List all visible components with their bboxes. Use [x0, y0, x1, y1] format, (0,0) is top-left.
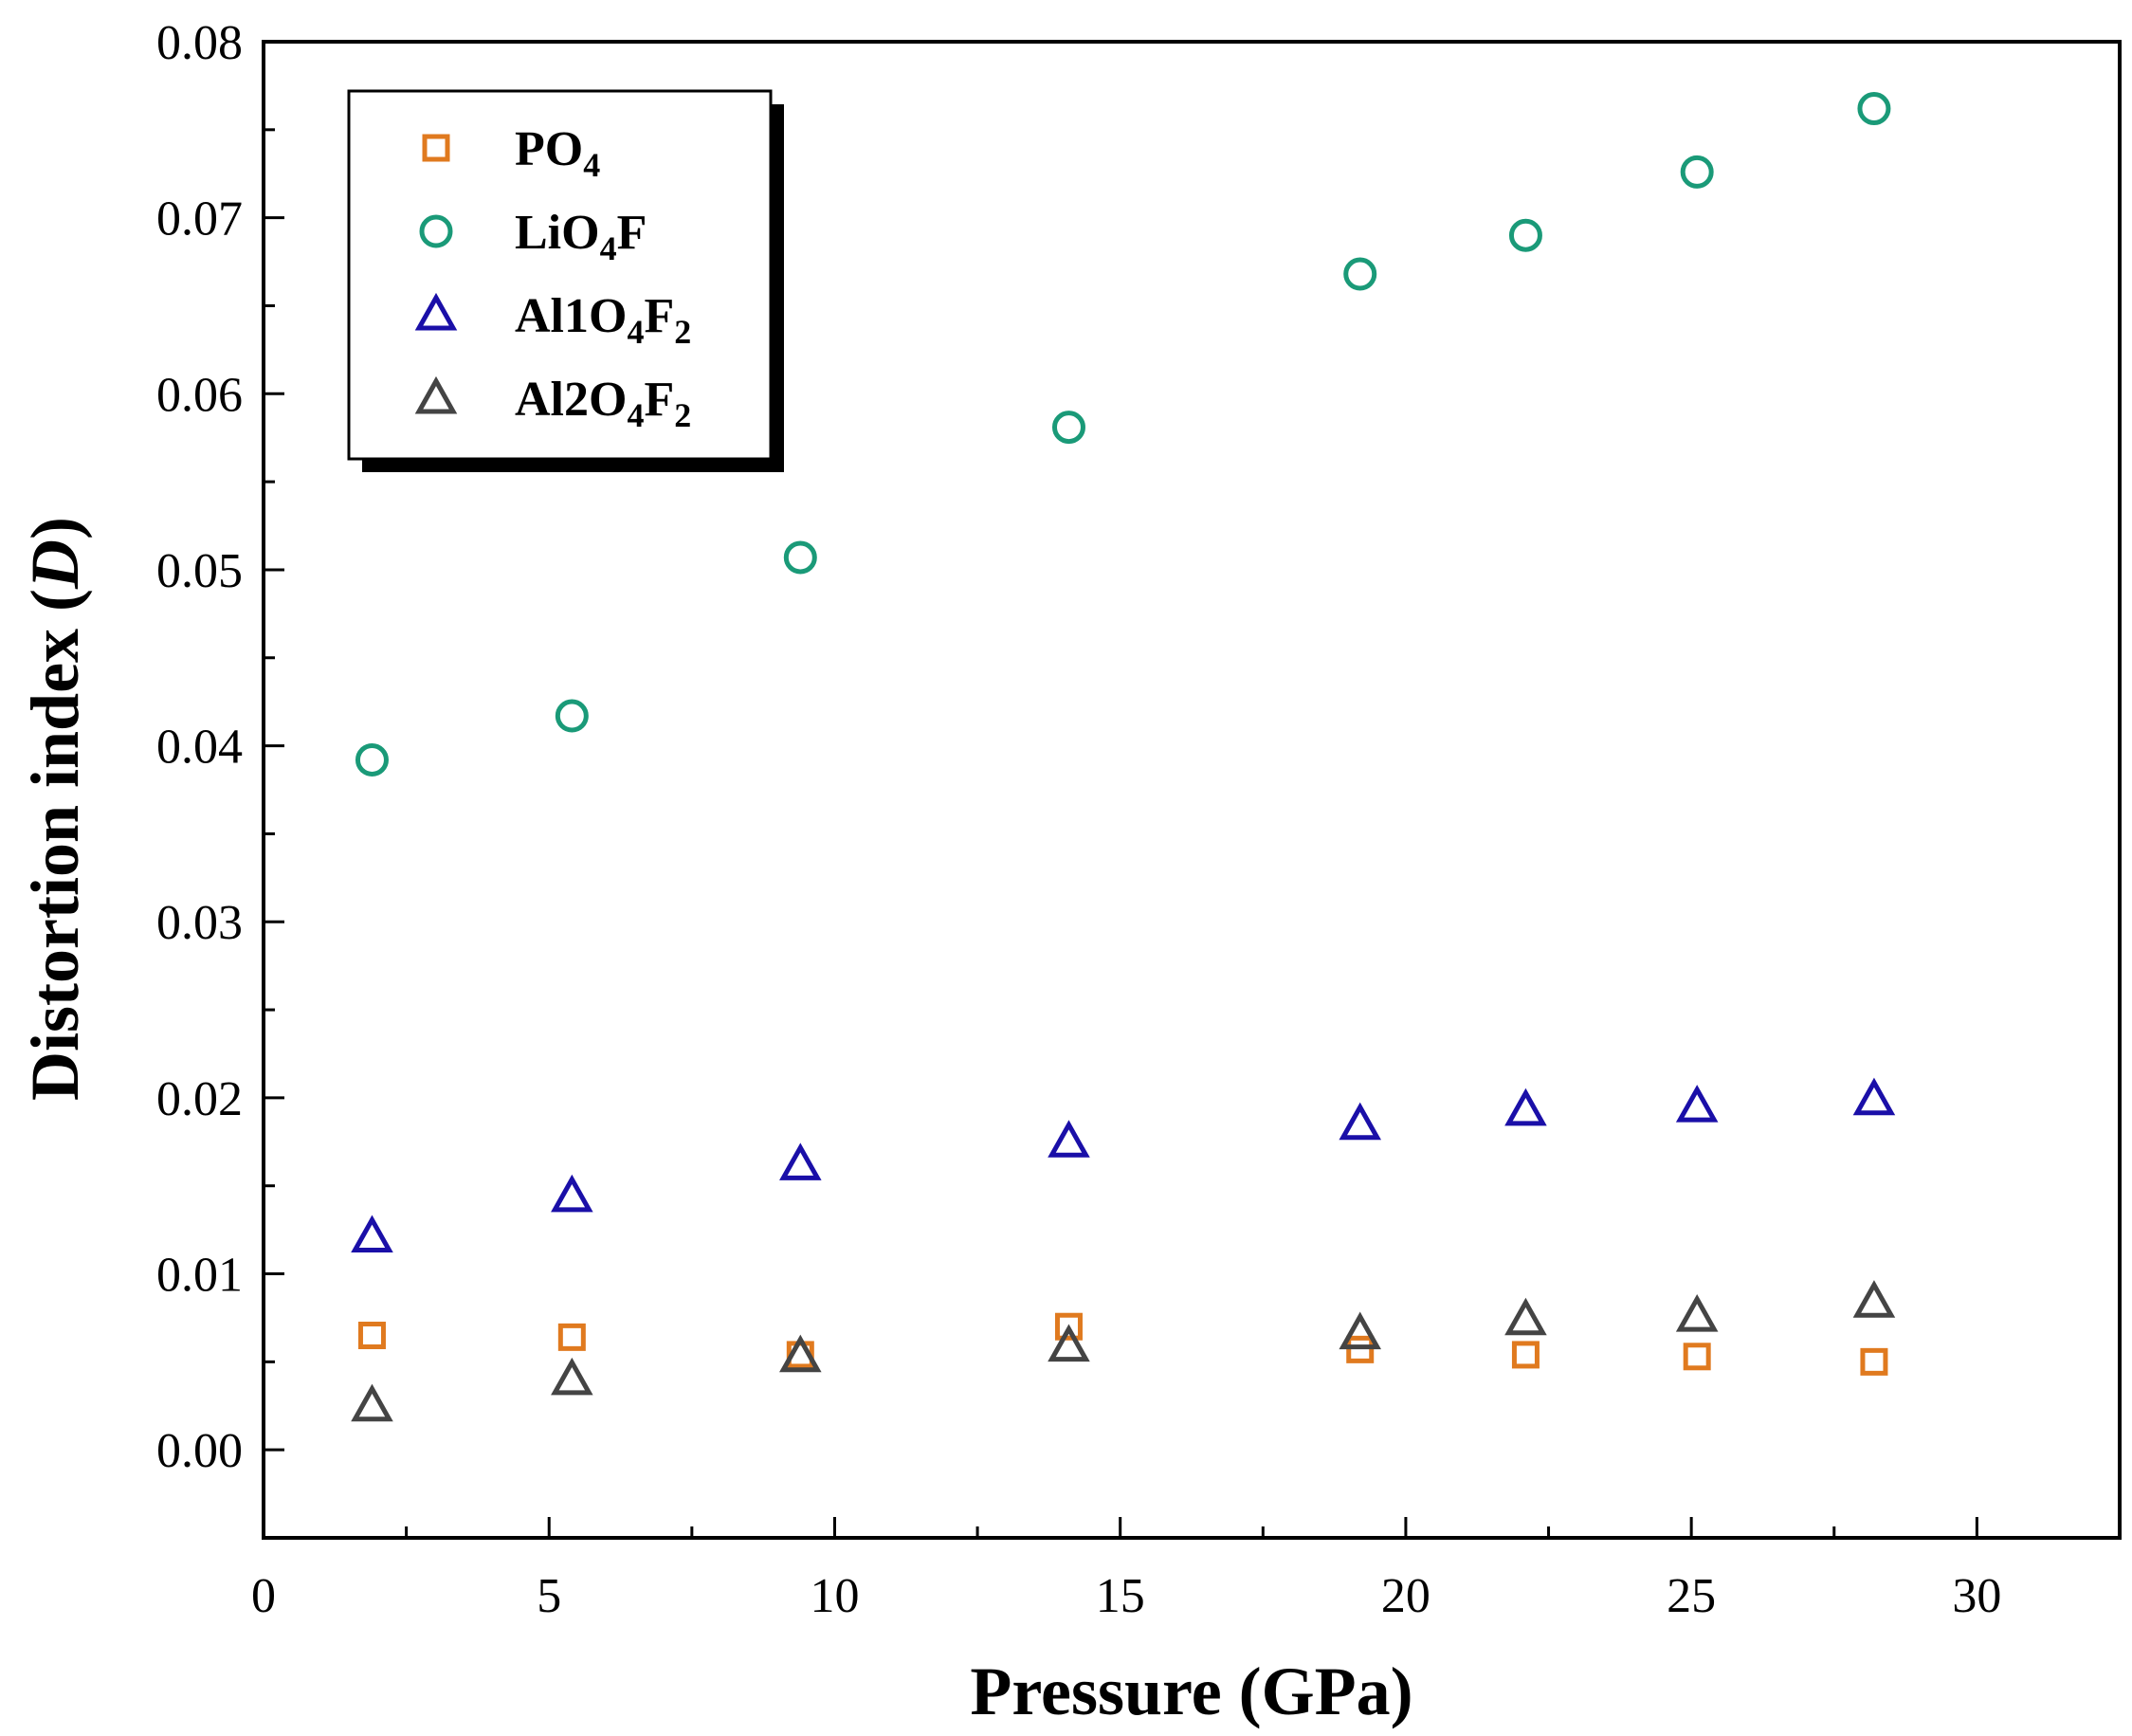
y-tick-label: 0.00 [156, 1424, 243, 1478]
x-tick-label: 30 [1952, 1569, 2001, 1623]
legend-marker-PO4 [422, 134, 450, 162]
legend-entry-LiO4F: LiO4F [419, 206, 647, 267]
point-PO4 [1511, 1341, 1540, 1369]
plot-frame [262, 40, 2122, 1540]
point-Al1O4F2 [1852, 1077, 1896, 1116]
point-Al1O4F2 [779, 1142, 822, 1180]
legend-box [347, 89, 773, 461]
y-tick-label: 0.05 [156, 544, 243, 598]
point-Al1O4F2 [351, 1215, 393, 1253]
y-axis-title-close: ) [17, 517, 93, 539]
legend-label-Al1O4F2: Al1O4F2 [515, 289, 691, 351]
legend-marker-Al1O4F2 [414, 292, 458, 331]
point-PO4 [357, 1322, 386, 1350]
point-Al2O4F2 [1048, 1324, 1090, 1362]
point-Al2O4F2 [351, 1383, 393, 1422]
y-axis-title-main: Distortion index ( [17, 589, 93, 1101]
legend-label-Al2O4F2: Al2O4F2 [515, 373, 691, 434]
point-PO4 [557, 1323, 586, 1351]
series-PO4 [357, 1312, 1888, 1376]
point-LiO4F [1857, 92, 1891, 126]
y-tick-label: 0.03 [156, 896, 243, 950]
y-tick-label: 0.06 [156, 368, 243, 422]
x-tick-label: 25 [1667, 1569, 1716, 1623]
x-tick-label: 20 [1381, 1569, 1430, 1623]
y-tick-label: 0.04 [156, 721, 243, 775]
x-tick-label: 15 [1096, 1569, 1145, 1623]
axes: 0 5 10 15 20 25 30 0.00 0.01 0.02 0.03 0.04 0.05 0.06… [156, 16, 2122, 1623]
point-LiO4F [1508, 218, 1542, 252]
point-PO4 [1346, 1335, 1375, 1363]
point-Al1O4F2 [1339, 1102, 1382, 1141]
legend-label-PO4: PO4 [515, 122, 600, 184]
y-tick-label: 0.02 [156, 1072, 243, 1126]
legend-label-LiO4F: LiO4F [515, 206, 647, 267]
legend-marker-LiO4F [419, 214, 453, 248]
point-Al1O4F2 [1675, 1085, 1719, 1123]
point-Al2O4F2 [1339, 1311, 1382, 1350]
point-PO4 [1683, 1343, 1711, 1371]
point-PO4 [1860, 1347, 1888, 1376]
data-marks [351, 92, 1896, 1422]
series-Al1O4F2 [351, 1077, 1896, 1253]
y-tick-label: 0.08 [156, 16, 243, 70]
point-Al2O4F2 [551, 1357, 593, 1396]
x-tick-label: 5 [537, 1569, 561, 1623]
y-axis-title: Distortion index (D) [17, 517, 93, 1101]
point-Al1O4F2 [551, 1174, 593, 1213]
point-Al1O4F2 [1504, 1087, 1547, 1126]
x-tick-label: 10 [810, 1569, 859, 1623]
y-tick-label: 0.01 [156, 1249, 243, 1303]
point-LiO4F [1680, 155, 1714, 189]
legend-entry-PO4: PO4 [422, 122, 600, 184]
point-LiO4F [355, 742, 389, 777]
point-PO4 [1054, 1312, 1083, 1341]
series-Al2O4F2 [351, 1280, 1896, 1422]
legend-entry-Al2O4F2: Al2O4F2 [414, 373, 691, 434]
point-Al2O4F2 [1504, 1297, 1547, 1336]
point-LiO4F [1051, 411, 1085, 445]
point-Al2O4F2 [1852, 1280, 1896, 1318]
point-Al1O4F2 [1048, 1120, 1090, 1158]
x-axis-title: Pressure (GPa) [970, 1654, 1412, 1729]
series-LiO4F [355, 92, 1891, 777]
legend-marker-Al2O4F2 [414, 375, 458, 414]
point-LiO4F [1343, 257, 1377, 291]
legend: PO4 LiO4F Al1O4F2 Al2O4F2 [347, 89, 784, 472]
point-LiO4F [783, 540, 817, 575]
point-Al2O4F2 [1675, 1293, 1719, 1332]
y-axis-title-variable: D [17, 539, 93, 590]
point-Al2O4F2 [779, 1334, 822, 1373]
legend-entry-Al1O4F2: Al1O4F2 [414, 289, 691, 351]
x-tick-label: 0 [251, 1569, 276, 1623]
point-LiO4F [555, 699, 589, 733]
y-tick-label: 0.07 [156, 192, 243, 247]
